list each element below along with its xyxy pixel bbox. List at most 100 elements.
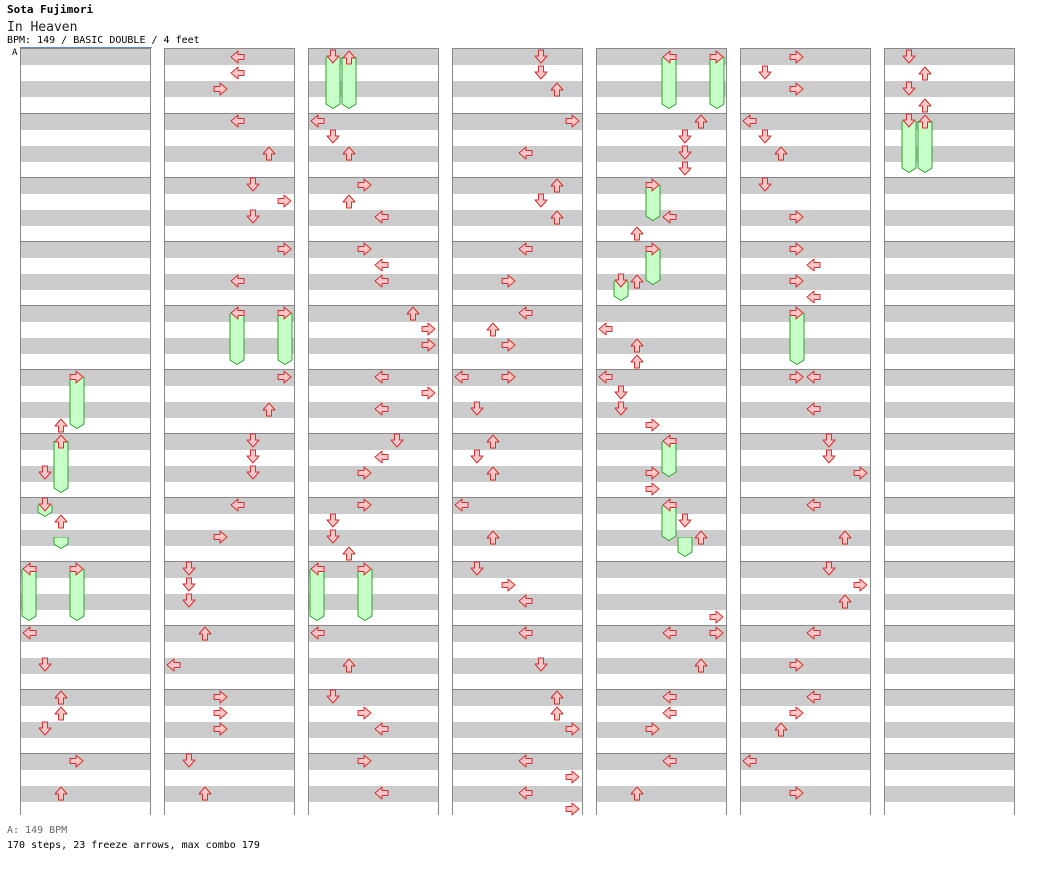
freeze-arrow-body bbox=[917, 121, 933, 173]
left-arrow-icon bbox=[230, 66, 245, 80]
up-arrow-icon bbox=[550, 178, 564, 193]
down-arrow-icon bbox=[390, 433, 404, 448]
right-arrow-icon bbox=[69, 754, 84, 768]
measure-block bbox=[453, 241, 582, 305]
down-arrow-icon bbox=[182, 753, 196, 768]
right-arrow-icon bbox=[853, 466, 868, 480]
freeze-arrow-body bbox=[53, 441, 69, 493]
left-arrow-icon bbox=[230, 114, 245, 128]
left-arrow-icon bbox=[662, 754, 677, 768]
right-arrow-icon bbox=[789, 50, 804, 64]
left-arrow-icon bbox=[518, 594, 533, 608]
left-arrow-icon bbox=[806, 690, 821, 704]
down-arrow-icon bbox=[902, 81, 916, 96]
measure-block bbox=[597, 113, 726, 177]
measure-block bbox=[309, 433, 438, 497]
up-arrow-icon bbox=[486, 322, 500, 337]
freeze-arrow-body bbox=[325, 57, 341, 109]
measure-block bbox=[885, 177, 1014, 241]
left-arrow-icon bbox=[806, 258, 821, 272]
down-arrow-icon bbox=[822, 561, 836, 576]
down-arrow-icon bbox=[246, 449, 260, 464]
freeze-arrow-body bbox=[645, 249, 661, 285]
right-arrow-icon bbox=[421, 386, 436, 400]
left-arrow-icon bbox=[662, 498, 677, 512]
measure-block bbox=[309, 497, 438, 561]
right-arrow-icon bbox=[501, 338, 516, 352]
freeze-arrow-body bbox=[69, 569, 85, 621]
down-arrow-icon bbox=[38, 497, 52, 512]
up-arrow-icon bbox=[550, 210, 564, 225]
left-arrow-icon bbox=[166, 658, 181, 672]
measure-block bbox=[165, 625, 294, 689]
freeze-arrow-body bbox=[613, 281, 629, 301]
up-arrow-icon bbox=[694, 658, 708, 673]
left-arrow-icon bbox=[518, 754, 533, 768]
down-arrow-icon bbox=[38, 465, 52, 480]
down-arrow-icon bbox=[182, 577, 196, 592]
measure-block bbox=[309, 753, 438, 817]
freeze-arrow-body bbox=[309, 569, 325, 621]
right-arrow-icon bbox=[213, 706, 228, 720]
up-arrow-icon bbox=[342, 658, 356, 673]
right-arrow-icon bbox=[645, 722, 660, 736]
chart-column bbox=[164, 48, 295, 817]
right-arrow-icon bbox=[501, 370, 516, 384]
right-arrow-icon bbox=[645, 178, 660, 192]
up-arrow-icon bbox=[198, 626, 212, 641]
down-arrow-icon bbox=[326, 689, 340, 704]
measure-block bbox=[885, 369, 1014, 433]
measure-block bbox=[885, 241, 1014, 305]
right-arrow-icon bbox=[789, 82, 804, 96]
left-arrow-icon bbox=[374, 402, 389, 416]
down-arrow-icon bbox=[678, 129, 692, 144]
up-arrow-icon bbox=[406, 306, 420, 321]
measure-block bbox=[21, 753, 150, 817]
down-arrow-icon bbox=[326, 49, 340, 64]
right-arrow-icon bbox=[69, 562, 84, 576]
chart-meta: BPM: 149 / BASIC DOUBLE / 4 feet bbox=[7, 35, 200, 46]
right-arrow-icon bbox=[357, 178, 372, 192]
down-arrow-icon bbox=[758, 129, 772, 144]
up-arrow-icon bbox=[262, 402, 276, 417]
right-arrow-icon bbox=[789, 274, 804, 288]
down-arrow-icon bbox=[534, 657, 548, 672]
up-arrow-icon bbox=[550, 82, 564, 97]
up-arrow-icon bbox=[918, 114, 932, 129]
right-arrow-icon bbox=[357, 242, 372, 256]
measure-block bbox=[21, 305, 150, 369]
measure-block bbox=[885, 305, 1014, 369]
up-arrow-icon bbox=[54, 418, 68, 433]
measure-block bbox=[597, 689, 726, 753]
up-arrow-icon bbox=[54, 434, 68, 449]
left-arrow-icon bbox=[806, 290, 821, 304]
up-arrow-icon bbox=[342, 50, 356, 65]
measure-block bbox=[309, 369, 438, 433]
chart-column bbox=[740, 48, 871, 817]
measure-block bbox=[453, 497, 582, 561]
chart-column bbox=[20, 48, 151, 817]
freeze-arrow-body bbox=[277, 313, 293, 365]
left-arrow-icon bbox=[742, 754, 757, 768]
up-arrow-icon bbox=[486, 466, 500, 481]
up-arrow-icon bbox=[694, 114, 708, 129]
right-arrow-icon bbox=[645, 482, 660, 496]
down-arrow-icon bbox=[614, 273, 628, 288]
right-arrow-icon bbox=[645, 466, 660, 480]
left-arrow-icon bbox=[806, 626, 821, 640]
right-arrow-icon bbox=[853, 578, 868, 592]
measure-block bbox=[885, 497, 1014, 561]
right-arrow-icon bbox=[565, 770, 580, 784]
freeze-arrow-body bbox=[341, 57, 357, 109]
left-arrow-icon bbox=[662, 50, 677, 64]
left-arrow-icon bbox=[230, 306, 245, 320]
measure-block bbox=[741, 625, 870, 689]
up-arrow-icon bbox=[918, 66, 932, 81]
right-arrow-icon bbox=[501, 274, 516, 288]
measure-block bbox=[165, 497, 294, 561]
measure-block bbox=[597, 369, 726, 433]
measure-block bbox=[165, 369, 294, 433]
up-arrow-icon bbox=[838, 594, 852, 609]
measure-block bbox=[453, 369, 582, 433]
right-arrow-icon bbox=[357, 562, 372, 576]
